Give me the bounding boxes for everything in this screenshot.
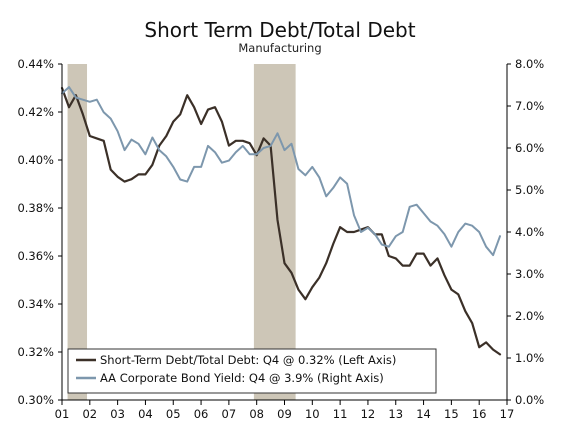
left-tick-label: 0.36% — [17, 249, 54, 263]
x-tick-label: 02 — [82, 407, 97, 421]
x-tick-label: 09 — [277, 407, 292, 421]
x-tick-label: 16 — [472, 407, 487, 421]
series-group — [60, 86, 502, 356]
left-tick-label: 0.40% — [17, 153, 54, 167]
chart-subtitle: Manufacturing — [238, 41, 321, 55]
x-tick-label: 10 — [305, 407, 320, 421]
recession-band-1 — [67, 64, 88, 400]
recession-band-2 — [253, 64, 296, 400]
recession-shading-group — [67, 64, 296, 400]
x-tick-label: 06 — [194, 407, 209, 421]
left-tick-label: 0.34% — [17, 297, 54, 311]
x-tick-label: 13 — [388, 407, 403, 421]
series-line-short-term-debt — [60, 86, 502, 356]
right-tick-label: 6.0% — [515, 141, 544, 155]
series-line-aa-bond-yield — [61, 86, 501, 257]
legend-label-2: AA Corporate Bond Yield: Q4 @ 3.9% (Righ… — [100, 371, 384, 385]
x-tick-label: 12 — [361, 407, 376, 421]
legend-box — [67, 348, 437, 394]
chart-title: Short Term Debt/Total Debt — [144, 18, 415, 42]
right-tick-label: 4.0% — [515, 225, 544, 239]
legend-label-1: Short-Term Debt/Total Debt: Q4 @ 0.32% (… — [100, 353, 396, 367]
axes-group: 0.30% 0.32% 0.34% 0.36% 0.38% 0.40% 0.42% 0.44%… — [17, 57, 544, 421]
right-tick-label: 7.0% — [515, 99, 544, 113]
right-tick-label: 5.0% — [515, 183, 544, 197]
right-tick-label: 2.0% — [515, 309, 544, 323]
right-tick-label: 0.0% — [515, 393, 544, 407]
x-tick-label: 07 — [222, 407, 237, 421]
x-tick-label: 08 — [249, 407, 264, 421]
left-tick-label: 0.44% — [17, 57, 54, 71]
x-tick-label: 01 — [55, 407, 70, 421]
right-tick-label: 8.0% — [515, 57, 544, 71]
x-tick-label: 15 — [444, 407, 459, 421]
left-tick-label: 0.32% — [17, 345, 54, 359]
left-tick-label: 0.42% — [17, 105, 54, 119]
x-tick-label: 04 — [138, 407, 153, 421]
x-tick-label: 05 — [166, 407, 181, 421]
right-tick-label: 1.0% — [515, 351, 544, 365]
legend: Short-Term Debt/Total Debt: Q4 @ 0.32% (… — [67, 348, 437, 394]
x-tick-label: 17 — [500, 407, 515, 421]
x-tick-label: 14 — [416, 407, 431, 421]
left-tick-label: 0.38% — [17, 201, 54, 215]
x-tick-label: 03 — [110, 407, 125, 421]
right-tick-label: 3.0% — [515, 267, 544, 281]
x-tick-label: 11 — [333, 407, 348, 421]
left-tick-label: 0.30% — [17, 393, 54, 407]
